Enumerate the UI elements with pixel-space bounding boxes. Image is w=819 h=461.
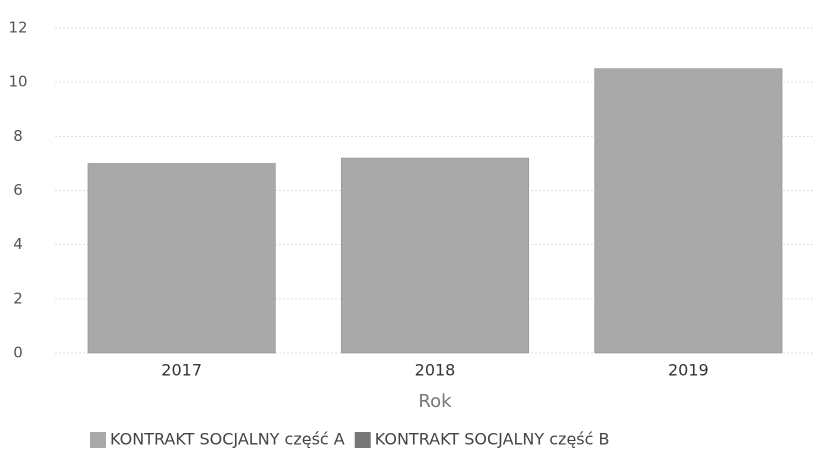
y-tick-label: 2 — [13, 289, 23, 307]
bar — [594, 68, 783, 354]
y-tick-label: 8 — [13, 127, 23, 145]
x-tick-label: 2017 — [161, 361, 202, 380]
x-axis-title: Rok — [418, 391, 452, 412]
x-tick-label: 2019 — [668, 361, 709, 380]
y-tick-label: 10 — [8, 73, 27, 91]
y-tick-label: 4 — [13, 235, 23, 253]
x-tick-label: 2018 — [415, 361, 456, 380]
y-tick-label: 0 — [13, 344, 23, 362]
legend-label: KONTRAKT SOCJALNY część B — [375, 430, 610, 449]
bar — [87, 163, 276, 354]
y-tick-label: 6 — [13, 181, 23, 199]
legend-swatch — [354, 432, 371, 448]
legend-label: KONTRAKT SOCJALNY część A — [110, 430, 345, 449]
y-tick-label: 12 — [8, 19, 27, 37]
legend-swatch — [90, 432, 106, 448]
bar — [341, 157, 529, 354]
